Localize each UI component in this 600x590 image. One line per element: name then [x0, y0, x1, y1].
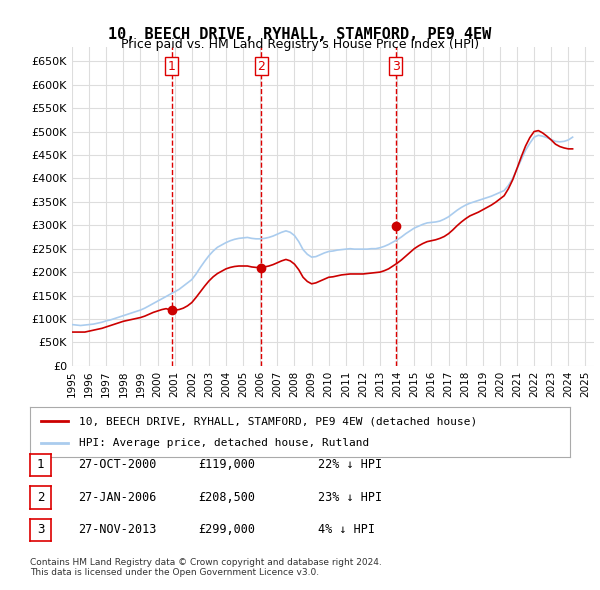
Text: 2: 2: [37, 491, 44, 504]
Text: £299,000: £299,000: [198, 523, 255, 536]
Text: 1: 1: [167, 60, 176, 73]
Text: 3: 3: [392, 60, 400, 73]
Text: 3: 3: [37, 523, 44, 536]
Text: 4% ↓ HPI: 4% ↓ HPI: [318, 523, 375, 536]
Text: 22% ↓ HPI: 22% ↓ HPI: [318, 458, 382, 471]
Text: 27-NOV-2013: 27-NOV-2013: [78, 523, 157, 536]
Text: £208,500: £208,500: [198, 491, 255, 504]
Text: 27-OCT-2000: 27-OCT-2000: [78, 458, 157, 471]
Text: £119,000: £119,000: [198, 458, 255, 471]
Text: 10, BEECH DRIVE, RYHALL, STAMFORD, PE9 4EW (detached house): 10, BEECH DRIVE, RYHALL, STAMFORD, PE9 4…: [79, 416, 477, 426]
Text: 1: 1: [37, 458, 44, 471]
Text: 2: 2: [257, 60, 265, 73]
Text: HPI: Average price, detached house, Rutland: HPI: Average price, detached house, Rutl…: [79, 438, 369, 448]
Text: 10, BEECH DRIVE, RYHALL, STAMFORD, PE9 4EW: 10, BEECH DRIVE, RYHALL, STAMFORD, PE9 4…: [109, 27, 491, 41]
Text: 23% ↓ HPI: 23% ↓ HPI: [318, 491, 382, 504]
Text: Contains HM Land Registry data © Crown copyright and database right 2024.
This d: Contains HM Land Registry data © Crown c…: [30, 558, 382, 577]
Text: Price paid vs. HM Land Registry's House Price Index (HPI): Price paid vs. HM Land Registry's House …: [121, 38, 479, 51]
Text: 27-JAN-2006: 27-JAN-2006: [78, 491, 157, 504]
